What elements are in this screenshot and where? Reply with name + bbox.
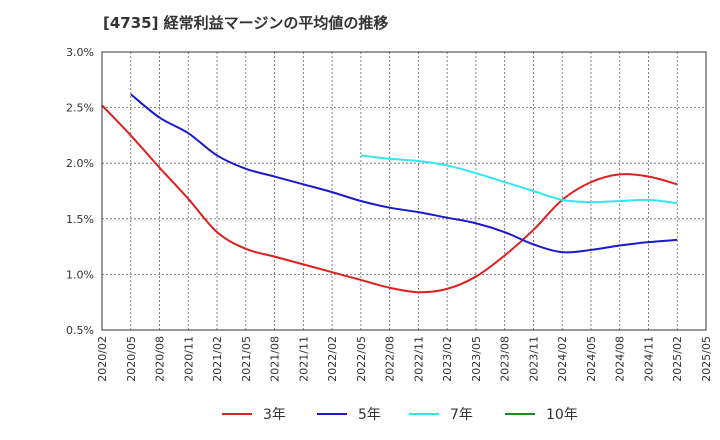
legend-label: 7年 bbox=[450, 407, 473, 423]
x-tick-label: 2024/11 bbox=[642, 336, 655, 382]
series-line-3年 bbox=[101, 104, 678, 294]
series-line-7年 bbox=[360, 154, 678, 205]
x-tick-label: 2020/08 bbox=[154, 336, 167, 382]
y-axis: 0.5% 1.0% 1.5% 2.0% 2.5% 3.0% bbox=[66, 46, 94, 337]
plot-frame bbox=[101, 51, 707, 331]
x-tick-label: 2024/08 bbox=[614, 336, 627, 382]
x-tick-label: 2022/08 bbox=[384, 336, 397, 382]
grid bbox=[102, 52, 706, 330]
x-tick-label: 2022/11 bbox=[412, 336, 425, 382]
legend-label: 10年 bbox=[546, 407, 578, 423]
x-tick-label: 2020/05 bbox=[125, 336, 138, 382]
x-tick-label: 2021/05 bbox=[240, 336, 253, 382]
legend-label: 3年 bbox=[263, 407, 286, 423]
x-tick-label: 2024/02 bbox=[556, 336, 569, 382]
x-axis: 2020/02 2020/05 2020/08 2020/11 2021/02 2021/… bbox=[96, 336, 713, 382]
plot-background bbox=[102, 52, 706, 330]
chart-title: [4735] 経常利益マージンの平均値の推移 bbox=[103, 14, 389, 32]
x-tick-label: 2021/11 bbox=[297, 336, 310, 382]
x-tick-label: 2024/05 bbox=[585, 336, 598, 382]
x-tick-label: 2022/02 bbox=[326, 336, 339, 382]
y-tick-label: 3.0% bbox=[66, 46, 94, 59]
series-lines bbox=[101, 93, 678, 294]
x-tick-label: 2020/02 bbox=[96, 336, 109, 382]
y-tick-label: 2.0% bbox=[66, 157, 94, 170]
y-tick-label: 1.0% bbox=[66, 268, 94, 281]
x-tick-label: 2023/11 bbox=[527, 336, 540, 382]
y-tick-label: 1.5% bbox=[66, 213, 94, 226]
x-tick-label: 2022/05 bbox=[355, 336, 368, 382]
x-tick-label: 2021/02 bbox=[211, 336, 224, 382]
legend: 3年 5年 7年 10年 bbox=[222, 407, 578, 423]
x-tick-label: 2025/05 bbox=[700, 336, 713, 382]
legend-label: 5年 bbox=[358, 407, 381, 423]
x-tick-label: 2025/02 bbox=[671, 336, 684, 382]
x-tick-label: 2023/02 bbox=[441, 336, 454, 382]
x-tick-label: 2023/08 bbox=[499, 336, 512, 382]
y-tick-label: 0.5% bbox=[66, 324, 94, 337]
x-tick-label: 2020/11 bbox=[182, 336, 195, 382]
series-line-5年 bbox=[130, 93, 678, 254]
y-tick-label: 2.5% bbox=[66, 102, 94, 115]
x-tick-label: 2023/05 bbox=[470, 336, 483, 382]
x-tick-label: 2021/08 bbox=[269, 336, 282, 382]
